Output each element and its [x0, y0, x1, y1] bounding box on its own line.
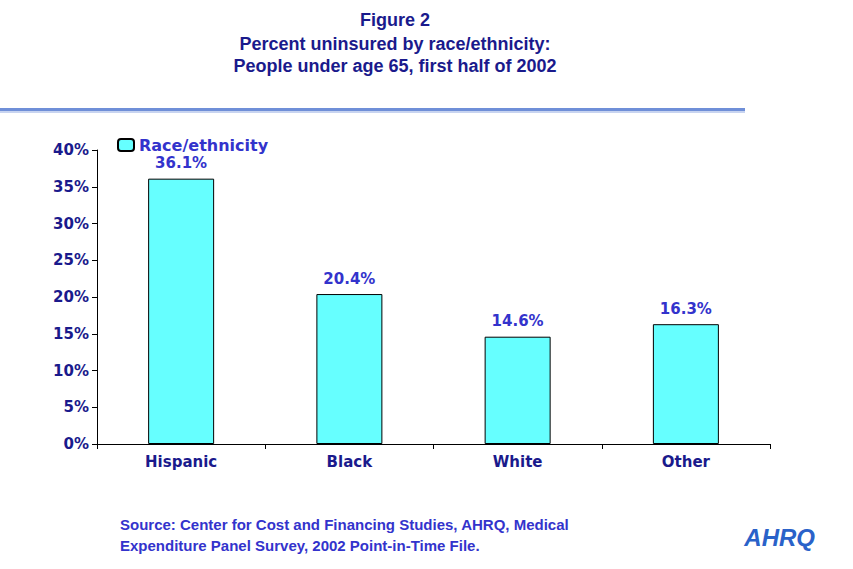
- svg-text:20%: 20%: [53, 288, 89, 306]
- svg-text:10%: 10%: [53, 362, 89, 380]
- svg-text:25%: 25%: [53, 251, 89, 269]
- svg-text:Other: Other: [662, 453, 711, 471]
- svg-text:15%: 15%: [53, 325, 89, 343]
- svg-text:5%: 5%: [64, 398, 89, 416]
- svg-text:Race/ethnicity: Race/ethnicity: [139, 136, 269, 155]
- svg-text:Hispanic: Hispanic: [145, 453, 217, 471]
- svg-text:36.1%: 36.1%: [155, 154, 207, 172]
- svg-text:Figure 2: Figure 2: [360, 10, 430, 30]
- svg-text:Expenditure Panel Survey, 2002: Expenditure Panel Survey, 2002 Point-in-…: [120, 537, 480, 554]
- svg-text:16.3%: 16.3%: [660, 300, 712, 318]
- svg-text:People under age 65, first hal: People under age 65, first half of 2002: [233, 56, 556, 76]
- svg-text:Source: Center for Cost and Fi: Source: Center for Cost and Financing St…: [120, 516, 569, 533]
- svg-text:AHRQ: AHRQ: [743, 524, 815, 551]
- svg-text:20.4%: 20.4%: [323, 270, 375, 288]
- svg-text:Black: Black: [327, 453, 374, 471]
- svg-text:White: White: [493, 453, 543, 471]
- svg-text:40%: 40%: [53, 141, 89, 159]
- svg-text:35%: 35%: [53, 178, 89, 196]
- svg-text:14.6%: 14.6%: [492, 312, 544, 330]
- svg-text:30%: 30%: [53, 215, 89, 233]
- svg-text:Percent uninsured by race/ethn: Percent uninsured by race/ethnicity:: [239, 34, 550, 54]
- svg-text:0%: 0%: [64, 435, 89, 453]
